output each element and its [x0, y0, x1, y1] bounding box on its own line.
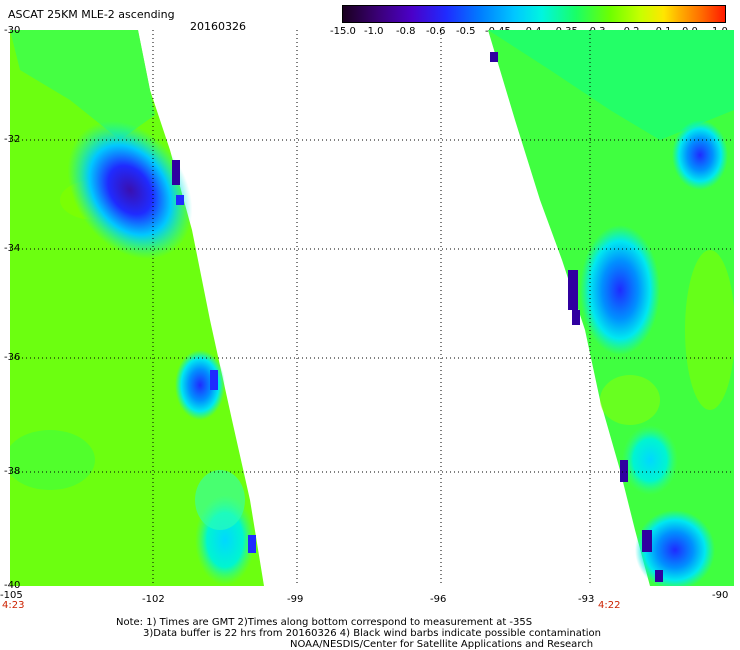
colorbar-label: -1.0: [364, 26, 384, 37]
y-axis-label: -32: [4, 134, 21, 145]
x-axis-label: -93: [578, 594, 595, 605]
x-axis-label: -99: [287, 594, 304, 605]
x-axis-label: -90: [712, 590, 729, 601]
x-axis-label: -96: [430, 594, 447, 605]
left-swath: [10, 30, 264, 586]
y-axis-label: -36: [4, 352, 21, 363]
time-label-left: 4:23: [2, 600, 25, 611]
y-axis-label: -40: [4, 580, 21, 591]
y-axis-label: -38: [4, 466, 21, 477]
colorbar-label: -0.5: [456, 26, 476, 37]
note-line-1: Note: 1) Times are GMT 2)Times along bot…: [116, 617, 533, 628]
y-axis-label: -30: [4, 25, 21, 36]
colorbar-label: -0.8: [396, 26, 416, 37]
wind-map-plot: [10, 30, 734, 586]
y-axis-label: -34: [4, 243, 21, 254]
right-swath: [488, 30, 734, 586]
time-label-right: 4:22: [598, 600, 621, 611]
map-title: ASCAT 25KM MLE-2 ascending: [8, 8, 175, 21]
note-line-2: 3)Data buffer is 22 hrs from 20160326 4)…: [143, 628, 601, 639]
map-date: 20160326: [190, 20, 246, 33]
colorbar-label: -0.6: [426, 26, 446, 37]
grid-lines: [10, 30, 734, 586]
note-line-3: NOAA/NESDIS/Center for Satellite Applica…: [290, 639, 594, 650]
colorbar: [342, 5, 726, 23]
colorbar-label: -15.0: [330, 26, 356, 37]
x-axis-label: -105: [0, 590, 23, 601]
x-axis-label: -102: [142, 594, 165, 605]
